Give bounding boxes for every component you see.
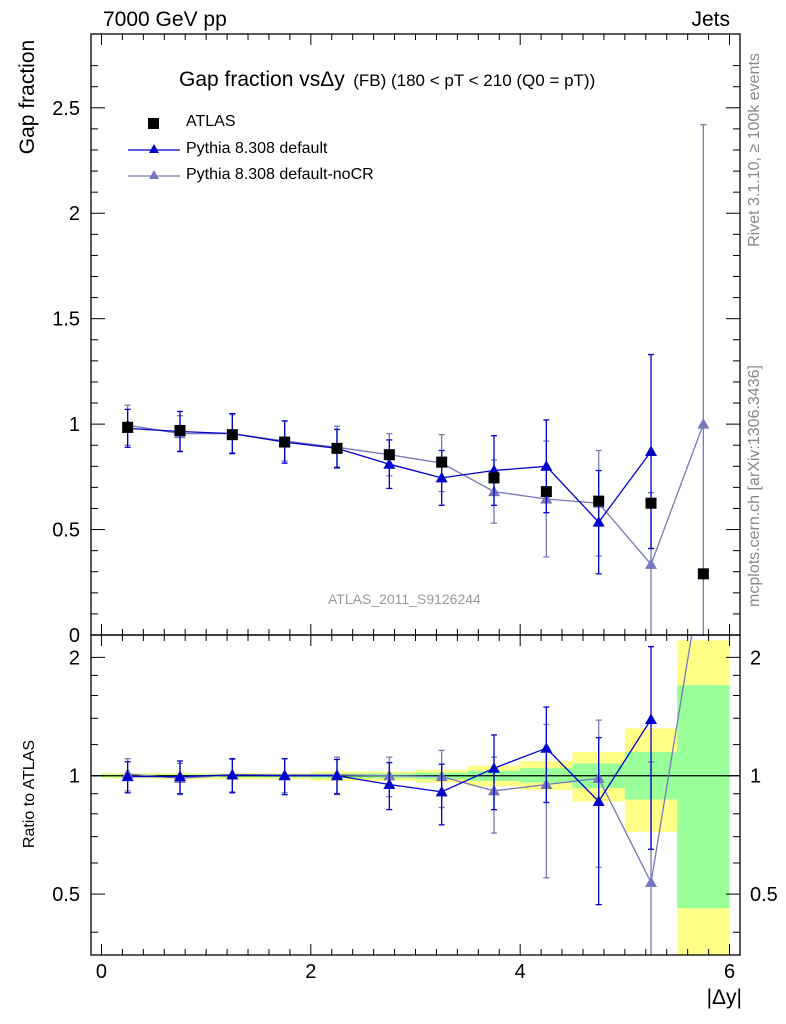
data-point-triangle: [330, 769, 343, 781]
data-points: [121, 124, 710, 955]
legend-marker-atlas: [148, 118, 159, 129]
data-point-triangle: [435, 471, 448, 483]
legend-label-nocr: Pythia 8.308 default-noCR: [186, 166, 374, 183]
data-point-triangle: [592, 795, 605, 806]
data-point-triangle: [645, 876, 658, 888]
main-series-lines: [127, 423, 704, 566]
data-point-square: [122, 421, 134, 433]
x-axis-title: |Δy|: [706, 986, 742, 1009]
y-tick-label-right: 1: [750, 766, 761, 788]
data-point-triangle: [121, 770, 134, 782]
x-tick-label: 6: [724, 961, 735, 983]
y-tick-label: 1: [69, 766, 80, 788]
series-line: [127, 635, 693, 885]
x-tick-label: 2: [305, 961, 316, 983]
legend-marker-default: [128, 144, 180, 153]
plot-title-main: Gap fraction vsΔy: [179, 68, 345, 91]
x-tick-label: 0: [96, 961, 107, 983]
legend-marker-nocr: [128, 170, 180, 179]
data-point-square: [226, 429, 238, 441]
y-tick-label: 0.5: [52, 520, 80, 542]
data-point-triangle: [540, 460, 553, 471]
legend-entry-nocr: Pythia 8.308 default-noCR: [124, 164, 424, 186]
ratio-series-lines: [127, 635, 693, 885]
data-point-square: [593, 495, 605, 507]
data-point-square: [697, 568, 709, 580]
data-point-triangle: [645, 445, 658, 457]
ratio-uncertainty-bands: [91, 640, 740, 955]
data-point-square: [383, 449, 395, 461]
data-point-triangle: [173, 770, 186, 782]
process-label: Jets: [691, 8, 730, 31]
data-point-triangle: [645, 558, 658, 569]
legend-label-atlas: ATLAS: [186, 113, 236, 130]
legend-entry-default: Pythia 8.308 default: [124, 138, 424, 160]
band-green: [677, 685, 730, 909]
data-point-triangle: [645, 713, 658, 725]
y-tick-label: 2: [69, 647, 80, 669]
y-tick-label: 2: [69, 203, 80, 225]
plot-title-sub: (FB) (180 < pT < 210 (Q0 = pT)): [353, 71, 596, 90]
data-point-triangle: [540, 742, 553, 753]
series-lines: [127, 423, 704, 885]
y-tick-label: 0: [69, 625, 80, 647]
axis-ticks: 0 2 4 60.511.522.500.5 0.51 12 2: [52, 34, 778, 983]
data-point-square: [331, 442, 343, 454]
data-point-square: [279, 436, 291, 448]
data-point-square: [174, 424, 186, 436]
analysis-watermark: ATLAS_2011_S9126244: [328, 591, 481, 607]
data-point-triangle: [488, 464, 501, 476]
data-point-triangle: [383, 778, 396, 789]
y-tick-label: 1: [69, 414, 80, 436]
legend-entry-atlas: ATLAS: [124, 112, 424, 134]
data-point-triangle: [697, 418, 710, 429]
legend-label-default: Pythia 8.308 default: [186, 140, 328, 157]
data-point-square: [540, 486, 552, 498]
data-point-square: [436, 456, 448, 468]
data-point-triangle: [435, 785, 448, 797]
y-tick-label-right: 2: [750, 647, 761, 669]
y-tick-label: 0.5: [52, 884, 80, 906]
data-point-triangle: [383, 458, 396, 469]
collision-label: 7000 GeV pp: [103, 8, 227, 31]
data-point-triangle: [592, 516, 605, 527]
ratio-series-points: [121, 645, 658, 955]
data-point-square: [488, 472, 500, 484]
series-line: [127, 423, 704, 566]
y-tick-label: 1.5: [52, 309, 80, 331]
data-point-triangle: [278, 769, 291, 781]
x-tick-label: 4: [515, 961, 526, 983]
y-tick-label: 2.5: [52, 98, 80, 120]
data-point-square: [645, 497, 657, 509]
y-tick-label-right: 0.5: [750, 884, 778, 906]
main-frame: [90, 33, 741, 636]
legend: ATLAS Pythia 8.308 default Pythia 8.308 …: [124, 112, 424, 192]
plot-title: Gap fraction vsΔy (FB) (180 < pT < 210 (…: [179, 68, 595, 92]
data-point-triangle: [226, 768, 239, 780]
data-point-triangle: [488, 762, 501, 773]
main-series-points: [121, 124, 710, 635]
